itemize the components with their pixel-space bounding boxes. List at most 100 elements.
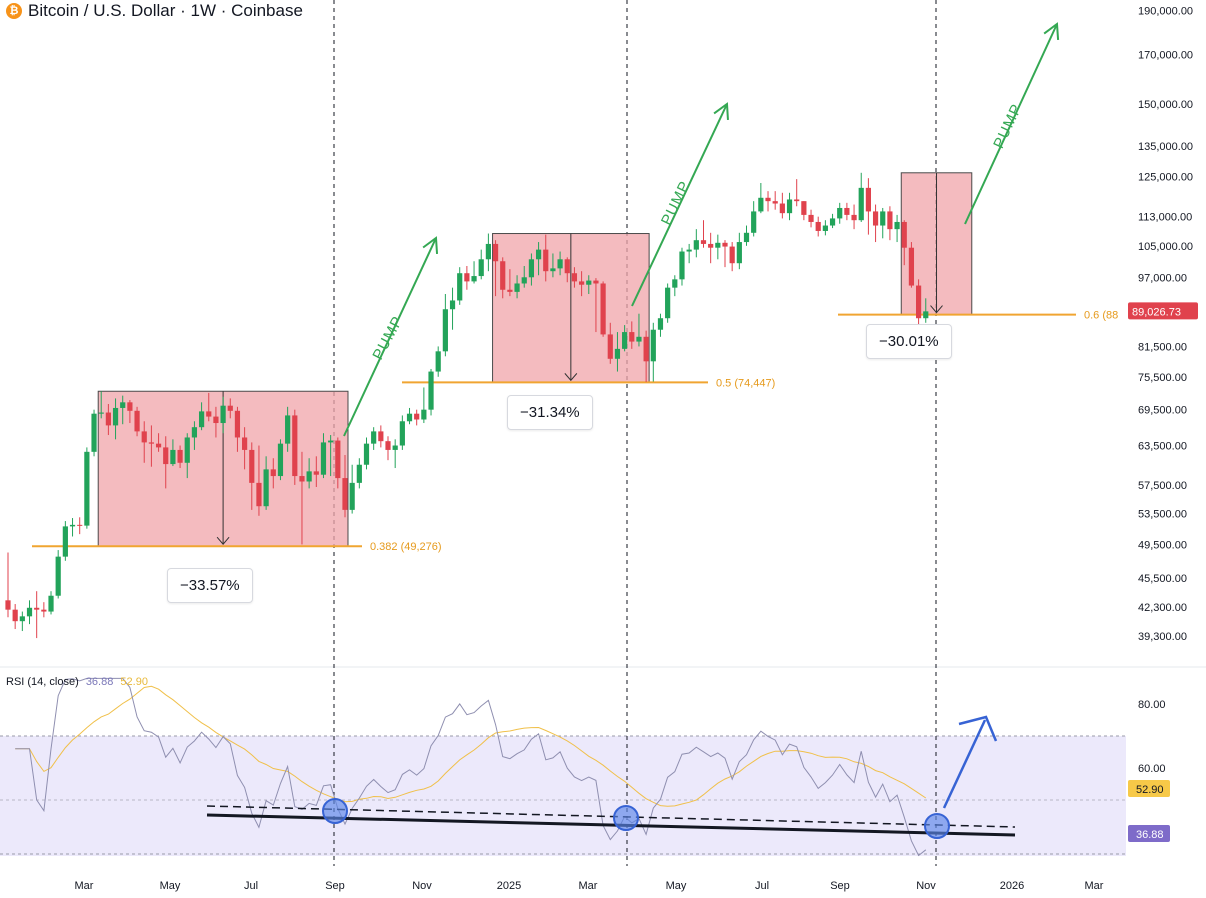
candle-body [170,449,176,465]
candle-body [220,405,226,424]
candle-body [328,440,334,443]
candle-body [471,276,477,282]
candle-body [5,600,11,610]
candle-body [829,218,836,226]
bitcoin-icon: ₿ [6,3,22,19]
candle-body [722,242,728,247]
candle-body [901,221,907,248]
time-axis-tick: 2026 [1000,880,1024,892]
candle-body [242,437,248,450]
candle-body [622,332,628,349]
pump-label-2: PUMP [658,178,694,228]
candle-body [371,431,377,444]
current-price-badge [1128,302,1198,320]
candle-body [772,201,778,204]
fib-level-label-3: 0.6 (88 [1084,310,1118,322]
candle-body [227,405,233,411]
time-axis-tick: Nov [412,880,432,892]
candle-body [69,524,76,527]
candle-body [643,336,649,362]
rsi-ma-line [15,685,927,807]
time-axis-tick: Mar [579,880,598,892]
rsi-line [15,677,927,857]
candle-body [815,221,821,231]
time-axis-tick: 2025 [497,880,521,892]
candle-body [414,413,420,420]
candle-body [184,437,190,463]
candle-body [399,421,405,446]
rsi-touch-circle-2 [613,805,639,831]
rsi-ma-value: 52.90 [120,676,148,688]
candle-body [127,402,133,411]
drawdown-arrowhead-1 [216,536,230,545]
candle-body [894,221,900,230]
candle-body [794,199,800,202]
candle-body [141,431,147,443]
time-axis-tick: Sep [325,880,345,892]
price-axis-tick: 42,300.00 [1138,602,1187,614]
candle-body [657,318,664,330]
candle-body [808,214,814,222]
candle-body [686,249,692,252]
candle-body [299,476,305,482]
price-axis-tick: 53,500.00 [1138,509,1187,521]
candle-body [464,273,470,282]
candle-body [406,413,413,422]
price-axis-tick: 69,500.00 [1138,405,1187,417]
price-axis-tick: 45,500.00 [1138,573,1187,585]
candle-body [256,482,262,507]
candle-body [134,410,140,432]
drawdown-arrowhead-2 [564,373,578,382]
pump-arrow-2 [631,103,728,307]
candle-body [277,443,284,477]
drawdown-label-1: −33.57% [167,568,253,603]
time-axis-tick: May [666,880,687,892]
candle-body [844,207,850,215]
price-axis-tick: 63,500.00 [1138,441,1187,453]
candle-body [822,225,828,231]
fib-level-label-2: 0.5 (74,447) [716,377,775,389]
candle-body [285,415,291,444]
candle-body [41,609,47,612]
candle-body [679,251,685,280]
time-axis-tick: Nov [916,880,936,892]
price-axis-tick: 125,000.00 [1138,172,1193,184]
rsi-value-badge-label: 36.88 [1136,829,1164,841]
candle-body [693,240,699,250]
price-axis-tick: 190,000.00 [1138,5,1193,17]
candle-body [751,211,757,233]
candle-body [528,259,535,278]
candle-body [758,197,764,212]
candle-body [650,329,656,362]
candle-body [55,556,61,596]
rsi-ma-badge [1128,780,1170,797]
candle-body [887,211,893,230]
price-axis-tick: 135,000.00 [1138,141,1193,153]
candle-body [385,441,391,450]
candle-body [198,411,205,428]
price-axis-tick: 81,500.00 [1138,341,1187,353]
candle-body [715,242,721,248]
candle-body [557,259,563,269]
candle-body [858,187,864,221]
fib-level-label-1: 0.382 (49,276) [370,541,442,553]
candle-body [12,609,18,622]
candle-body [213,416,219,424]
candle-body [586,280,592,285]
candle-body [349,482,355,510]
pump-arrow-1 [343,237,437,437]
candle-body [120,402,126,408]
candle-body [392,445,398,450]
candle-body [672,279,678,288]
candle-body [535,249,542,260]
rsi-breakout-arrow [942,719,987,809]
candle-body [342,478,348,510]
price-axis-tick: 57,500.00 [1138,480,1187,492]
drawdown-label-3: −30.01% [866,324,952,359]
candle-body [564,259,570,274]
candle-body [335,440,341,479]
price-axis-tick: 170,000.00 [1138,49,1193,61]
candle-body [571,273,578,282]
candle-body [837,207,843,219]
time-axis-tick: Sep [830,880,850,892]
